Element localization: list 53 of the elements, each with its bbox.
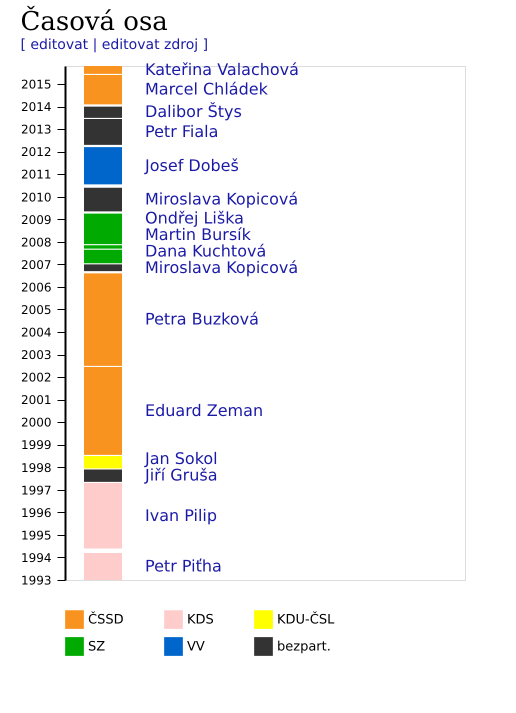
bar	[84, 552, 122, 580]
series-label: Jan Sokol	[144, 449, 218, 468]
chart-title: Časová osa	[20, 4, 168, 37]
y-tick-label: 2000	[20, 416, 52, 430]
y-tick-label: 1999	[20, 438, 52, 452]
legend-label: VV	[187, 640, 205, 654]
series-label: Marcel Chládek	[145, 80, 269, 99]
bar	[84, 264, 122, 272]
chart-subtitle: [ editovat | editovat zdroj ]	[20, 36, 208, 53]
series-label: Petr Fiala	[145, 122, 218, 141]
y-tick-label: 2010	[20, 190, 52, 204]
y-tick-label: 1995	[20, 528, 52, 542]
y-tick-label: 1996	[20, 506, 52, 520]
bar	[84, 214, 122, 244]
y-tick-label: 2005	[20, 302, 52, 317]
legend-label: KDU-ČSL	[277, 610, 336, 628]
y-tick-label: 2007	[20, 258, 52, 272]
y-tick-label: 2003	[20, 348, 52, 362]
y-tick-label: 2001	[20, 393, 52, 408]
y-tick-label: 1994	[20, 550, 52, 565]
y-tick-label: 1993	[20, 574, 52, 588]
series-label: Dalibor Štys	[145, 102, 242, 122]
series-label: Miroslava Kopicová	[145, 190, 298, 209]
y-tick-label: 2015	[20, 78, 52, 92]
y-tick-label: 2014	[20, 100, 52, 114]
y-tick-label: 2009	[20, 212, 52, 227]
bar	[84, 147, 122, 184]
series-label: Eduard Zeman	[145, 400, 264, 420]
bar	[84, 456, 122, 468]
y-tick-label: 1998	[20, 460, 52, 475]
series-label: Miroslava Kopicová	[145, 258, 298, 277]
legend-label: KDS	[187, 612, 214, 628]
bar	[84, 470, 122, 482]
series-label: Dana Kuchtová	[145, 241, 266, 260]
y-tick-label: 2011	[20, 168, 52, 182]
y-tick-label: 2004	[20, 326, 52, 340]
legend-label: bezpart.	[277, 640, 331, 654]
series-label: Ivan Pilip	[145, 506, 218, 525]
series-label: Petr Piťha	[145, 556, 222, 576]
series-label: Kateřina Valachová	[145, 60, 299, 79]
series-label: Ondřej Liška	[145, 208, 244, 228]
legend-label: SZ	[88, 640, 106, 654]
series-label: Petra Buzková	[145, 310, 259, 329]
y-tick-label: 2013	[20, 122, 52, 137]
y-tick-label: 2008	[20, 235, 52, 250]
y-tick-label: 2002	[20, 370, 52, 385]
y-tick-label: 2012	[20, 145, 52, 160]
bar	[84, 188, 122, 212]
y-tick-label: 2006	[20, 280, 52, 294]
bar	[84, 483, 122, 548]
legend-label: ČSSD	[88, 610, 124, 628]
series-label: Josef Dobeš	[144, 156, 239, 175]
y-tick-label: 1997	[20, 483, 52, 498]
